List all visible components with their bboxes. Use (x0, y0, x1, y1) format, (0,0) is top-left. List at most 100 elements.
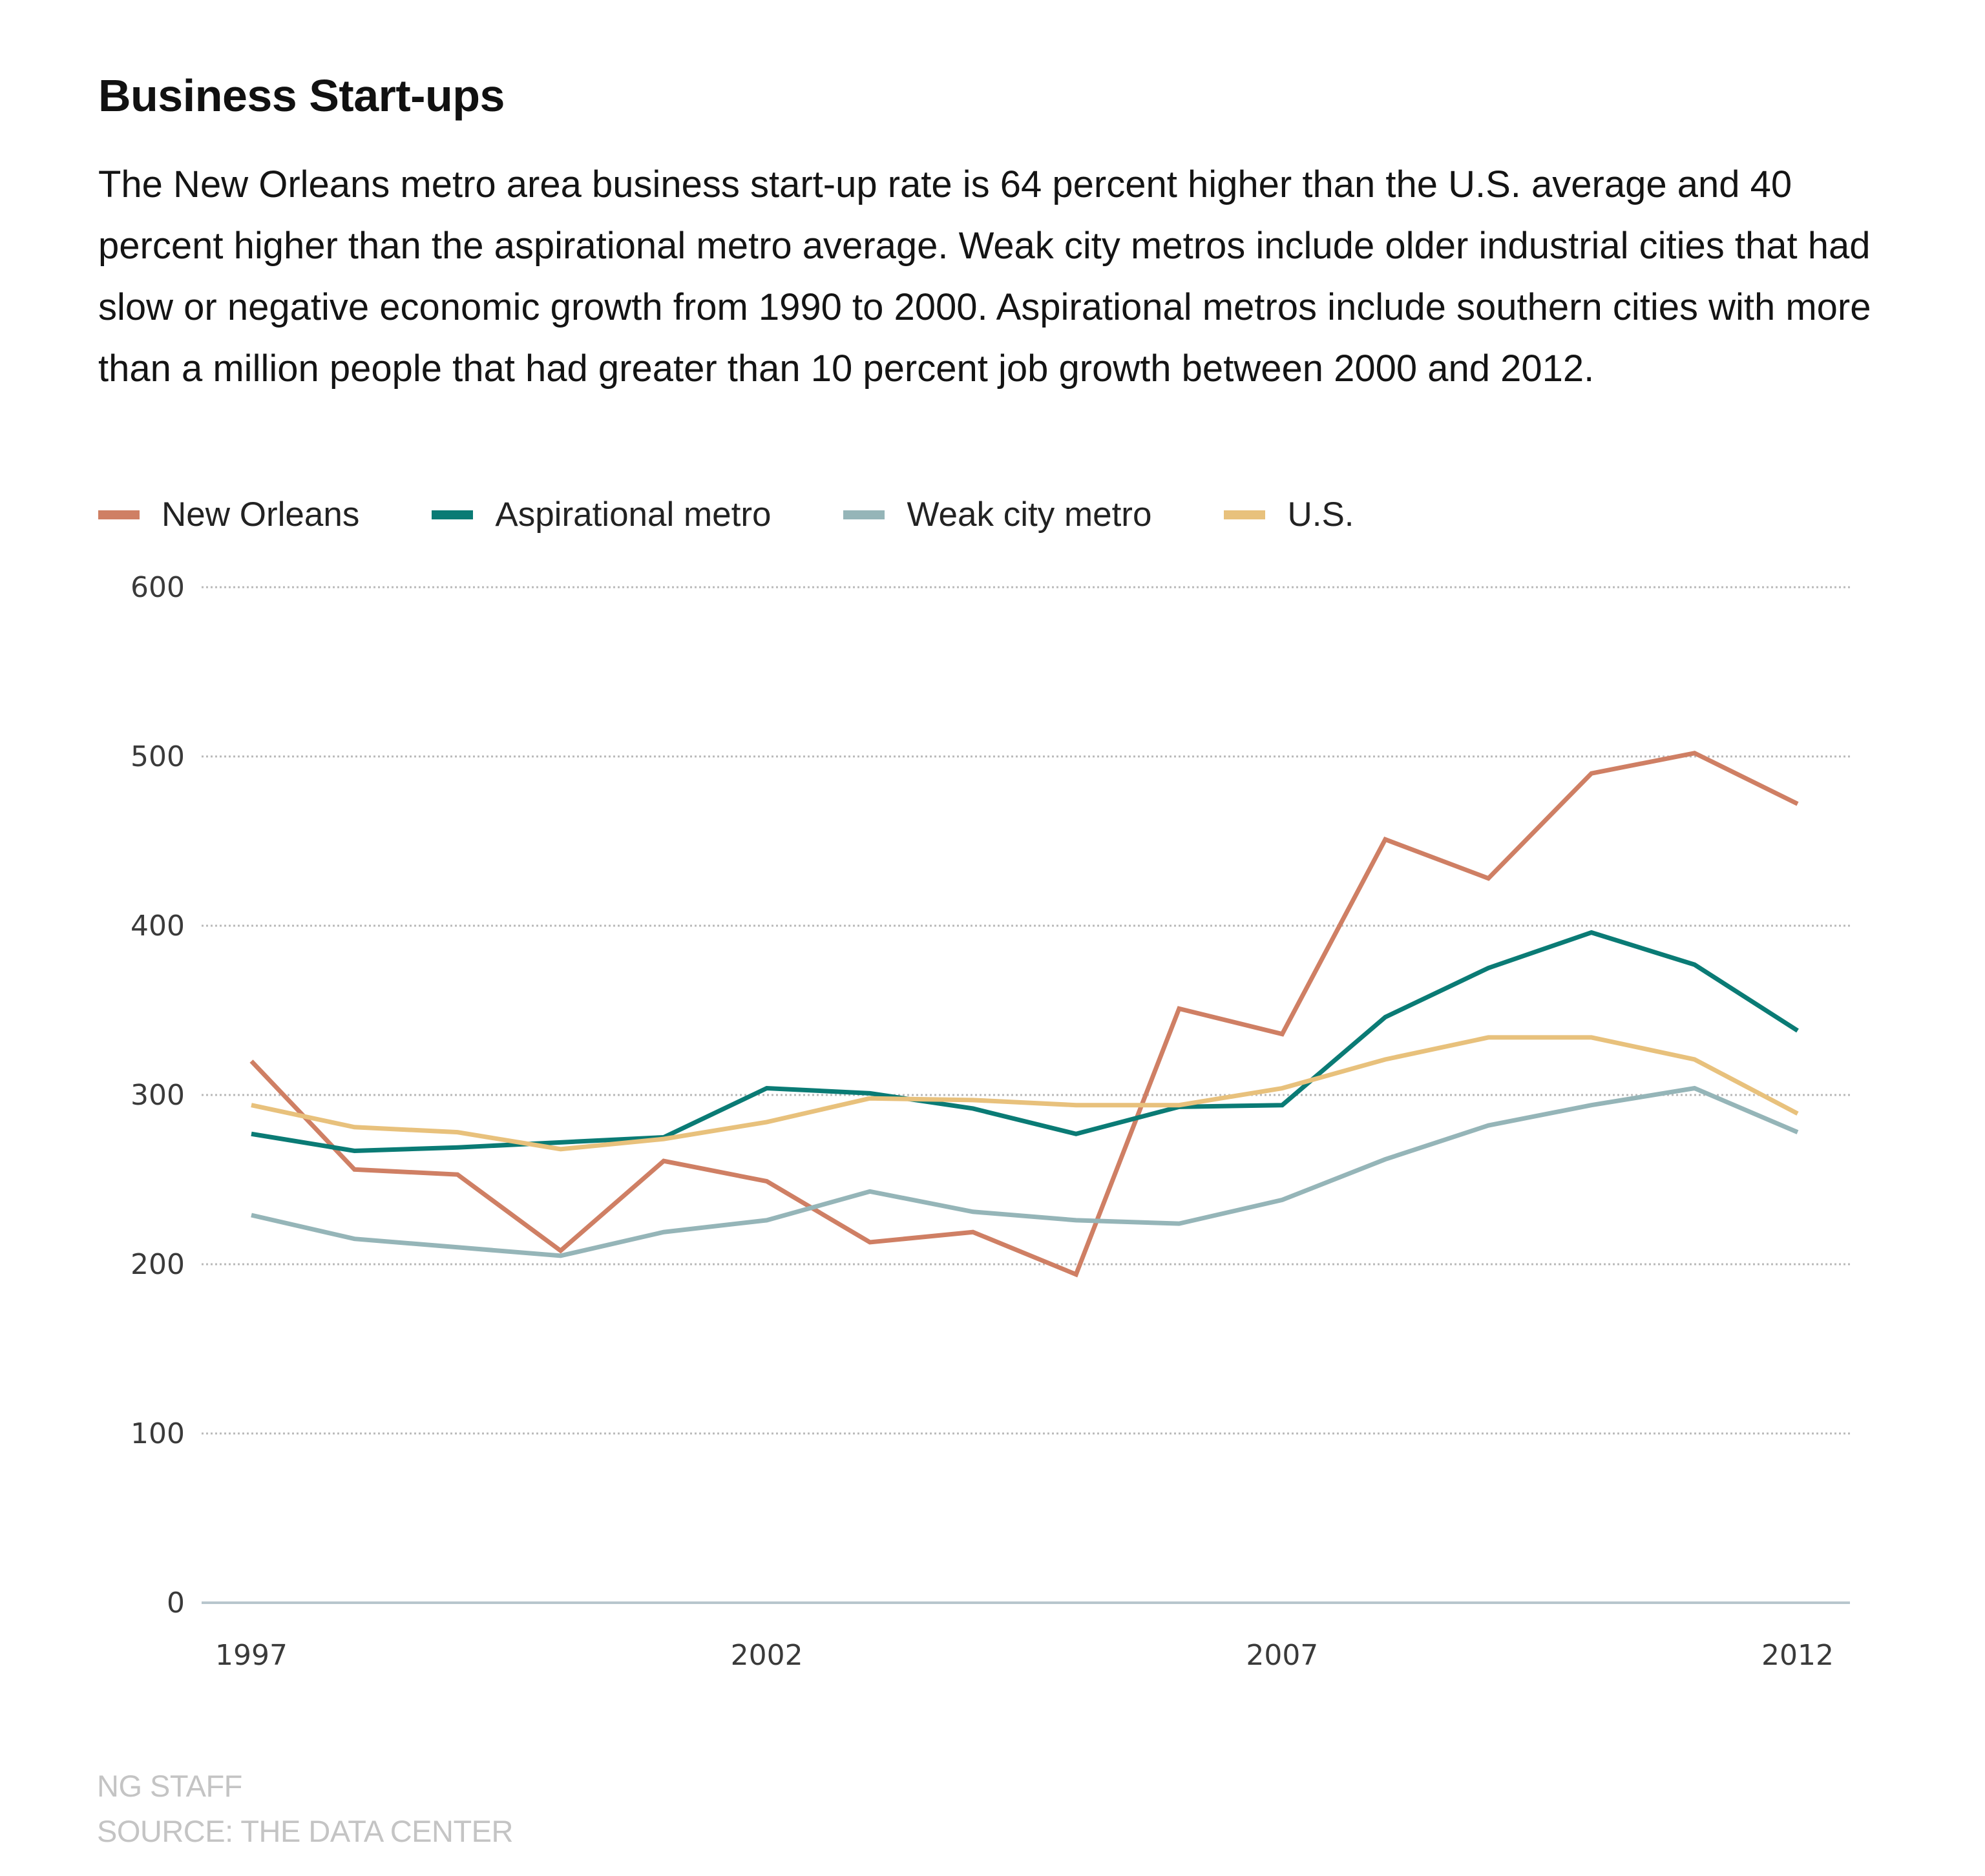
series-lines (249, 751, 1800, 1278)
data-point-aspirational-metro-2002 (764, 1086, 769, 1090)
legend-item-weak-city-metro: Weak city metro (843, 495, 1151, 534)
data-point-u-s-2008 (1383, 1057, 1387, 1061)
data-point-new-orleans-2001 (662, 1159, 666, 1163)
data-point-aspirational-metro-2000 (558, 1140, 563, 1145)
series-aspirational-metro (249, 930, 1800, 1153)
series-weak-city-metro (249, 1085, 1800, 1258)
data-point-aspirational-metro-2005 (1074, 1132, 1078, 1136)
data-point-aspirational-metro-2010 (1589, 930, 1593, 935)
data-point-u-s-2004 (971, 1098, 975, 1102)
data-point-new-orleans-2005 (1074, 1272, 1078, 1277)
data-point-aspirational-metro-1998 (352, 1149, 357, 1153)
legend-label-new-orleans: New Orleans (162, 495, 360, 534)
legend-label-weak-city-metro: Weak city metro (907, 495, 1152, 534)
data-point-weak-city-metro-1998 (352, 1236, 357, 1241)
series-u-s (249, 1035, 1800, 1152)
legend-label-us: U.S. (1287, 495, 1354, 534)
y-tick-label: 200 (131, 1248, 185, 1281)
y-tick-label: 500 (131, 740, 185, 773)
data-point-new-orleans-2004 (971, 1230, 975, 1235)
legend-label-aspirational-metro: Aspirational metro (495, 495, 772, 534)
gridlines (202, 586, 1850, 1435)
y-tick-label: 300 (131, 1079, 185, 1112)
data-point-weak-city-metro-2008 (1383, 1157, 1387, 1162)
legend: New Orleans Aspirational metro Weak city… (98, 495, 1427, 534)
data-point-new-orleans-2002 (764, 1179, 769, 1183)
data-point-new-orleans-2011 (1692, 751, 1697, 755)
chart-title: Business Start-ups (98, 70, 505, 121)
legend-swatch-us (1224, 510, 1266, 519)
series-line-u-s (251, 1035, 1799, 1152)
data-point-u-s-1997 (249, 1103, 254, 1107)
data-point-u-s-2010 (1589, 1035, 1593, 1039)
data-point-u-s-1998 (352, 1125, 357, 1129)
data-point-u-s-2006 (1177, 1103, 1181, 1107)
data-point-aspirational-metro-2012 (1796, 1028, 1800, 1033)
data-point-aspirational-metro-2003 (868, 1091, 872, 1096)
data-point-weak-city-metro-2000 (558, 1253, 563, 1258)
data-point-new-orleans-2009 (1486, 876, 1491, 881)
data-point-weak-city-metro-2011 (1692, 1086, 1697, 1090)
series-line-aspirational-metro (251, 930, 1799, 1153)
data-point-u-s-2011 (1692, 1057, 1697, 1061)
data-point-new-orleans-2010 (1589, 771, 1593, 776)
data-point-weak-city-metro-1999 (456, 1245, 460, 1249)
data-point-u-s-2000 (558, 1147, 563, 1151)
data-point-u-s-2005 (1074, 1103, 1078, 1107)
data-point-weak-city-metro-2006 (1177, 1222, 1181, 1226)
data-point-aspirational-metro-2004 (971, 1106, 975, 1110)
data-point-weak-city-metro-2012 (1796, 1130, 1800, 1134)
x-tick-label: 2012 (1761, 1639, 1834, 1672)
legend-swatch-weak-city-metro (843, 510, 885, 519)
data-point-weak-city-metro-2001 (662, 1230, 666, 1235)
source-text: SOURCE: THE DATA CENTER (97, 1814, 513, 1848)
data-point-weak-city-metro-2007 (1280, 1198, 1285, 1202)
legend-item-us: U.S. (1224, 495, 1354, 534)
data-point-u-s-2007 (1280, 1086, 1285, 1090)
chart-description: The New Orleans metro area business star… (98, 163, 1871, 390)
x-tick-label: 2002 (731, 1639, 803, 1672)
data-point-aspirational-metro-1999 (456, 1145, 460, 1150)
data-point-u-s-2009 (1486, 1035, 1491, 1039)
data-point-weak-city-metro-2010 (1589, 1103, 1593, 1107)
y-tick-label: 0 (167, 1587, 185, 1620)
x-tick-label: 2007 (1246, 1639, 1318, 1672)
x-tick-label: 1997 (215, 1639, 288, 1672)
series-new-orleans (249, 751, 1800, 1278)
y-tick-label: 600 (131, 571, 185, 604)
data-point-new-orleans-2012 (1796, 802, 1800, 806)
footer: NG STAFF SOURCE: THE DATA CENTER (97, 1764, 513, 1854)
legend-item-new-orleans: New Orleans (98, 495, 359, 534)
data-point-weak-city-metro-1997 (249, 1213, 254, 1218)
data-point-aspirational-metro-2008 (1383, 1015, 1387, 1019)
data-point-aspirational-metro-2007 (1280, 1103, 1285, 1107)
data-point-new-orleans-2003 (868, 1240, 872, 1244)
data-point-new-orleans-1999 (456, 1172, 460, 1177)
series-line-weak-city-metro (251, 1085, 1799, 1258)
data-point-u-s-2003 (868, 1096, 872, 1101)
data-point-u-s-2012 (1796, 1111, 1800, 1116)
data-point-weak-city-metro-2003 (868, 1189, 872, 1194)
data-point-u-s-2002 (764, 1120, 769, 1124)
x-axis-ticks: 1997 2002 2007 2012 (215, 1639, 1834, 1672)
data-point-weak-city-metro-2009 (1486, 1123, 1491, 1128)
data-point-new-orleans-1997 (249, 1059, 254, 1063)
legend-item-aspirational-metro: Aspirational metro (432, 495, 771, 534)
data-point-weak-city-metro-2002 (764, 1218, 769, 1222)
y-tick-label: 100 (131, 1417, 185, 1450)
y-tick-label: 400 (131, 910, 185, 943)
data-point-weak-city-metro-2005 (1074, 1218, 1078, 1222)
data-point-u-s-2001 (662, 1137, 666, 1141)
data-point-new-orleans-2008 (1383, 837, 1387, 842)
series-line-new-orleans (249, 751, 1799, 1278)
y-axis-ticks: 0 100 200 300 400 500 600 (131, 571, 185, 1620)
data-point-aspirational-metro-1997 (249, 1132, 254, 1136)
data-point-u-s-1999 (456, 1130, 460, 1134)
data-point-weak-city-metro-2004 (971, 1209, 975, 1214)
data-point-aspirational-metro-2009 (1486, 966, 1491, 970)
data-point-aspirational-metro-2011 (1692, 963, 1697, 967)
data-point-new-orleans-2006 (1177, 1006, 1181, 1011)
legend-swatch-aspirational-metro (432, 510, 474, 519)
legend-swatch-new-orleans (98, 510, 140, 519)
